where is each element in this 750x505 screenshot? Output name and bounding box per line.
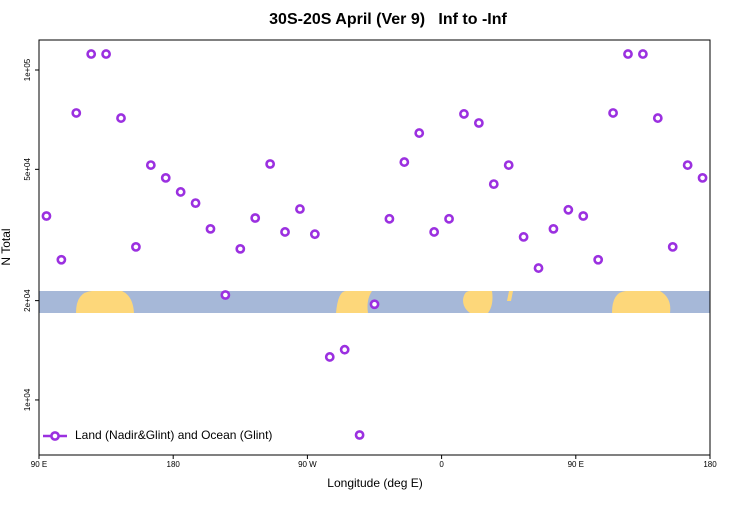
point <box>86 49 97 59</box>
point <box>623 49 633 59</box>
point <box>563 204 574 215</box>
y-tick-label: 5e+04 <box>23 158 32 181</box>
x-tick-label: 90 E <box>568 460 584 469</box>
x-tick-label: 90 E <box>31 460 47 469</box>
point <box>116 113 126 123</box>
x-tick-label: 180 <box>703 460 717 469</box>
point <box>593 254 604 265</box>
point <box>265 159 276 169</box>
plot-frame <box>38 39 711 456</box>
point <box>503 160 514 170</box>
point <box>384 213 395 224</box>
point <box>41 211 52 221</box>
point <box>71 108 82 118</box>
y-tick-label: 1e+05 <box>23 58 32 81</box>
point <box>160 172 171 183</box>
point <box>205 223 216 234</box>
point <box>399 157 410 167</box>
point <box>488 179 499 190</box>
point <box>638 49 648 59</box>
point <box>548 223 559 234</box>
point <box>56 254 67 265</box>
land <box>463 291 493 313</box>
point <box>309 229 320 240</box>
point <box>608 108 618 118</box>
y-axis-label: N Total <box>0 228 13 265</box>
point <box>473 118 484 128</box>
point <box>145 160 156 170</box>
point <box>280 227 290 237</box>
point <box>444 213 454 224</box>
land <box>507 291 513 301</box>
x-tick-label: 90 W <box>298 460 317 469</box>
x-tick-label: 180 <box>167 460 181 469</box>
point <box>250 213 261 223</box>
point <box>131 241 141 252</box>
point <box>220 290 231 300</box>
point <box>682 160 693 170</box>
point <box>339 344 350 355</box>
point <box>295 204 305 214</box>
point <box>190 198 201 209</box>
point <box>533 263 544 273</box>
x-tick-label: 0 <box>439 460 444 469</box>
land <box>76 291 134 313</box>
point <box>667 241 678 252</box>
land <box>336 291 372 313</box>
chart-title: 30S-20S April (Ver 9) Inf to -Inf <box>269 11 507 28</box>
point <box>354 430 365 440</box>
point <box>697 172 708 183</box>
legend-label: Land (Nadir&Glint) and Ocean (Glint) <box>75 428 272 442</box>
x-axis-label: Longitude (deg E) <box>327 476 422 490</box>
point <box>414 128 425 138</box>
point <box>429 227 440 237</box>
point <box>101 49 111 59</box>
point <box>369 299 380 310</box>
y-tick-label: 2e+04 <box>23 289 32 312</box>
point <box>459 109 469 119</box>
point <box>652 113 663 123</box>
point <box>518 232 529 242</box>
point <box>578 211 589 221</box>
point <box>175 187 186 197</box>
point <box>324 352 335 362</box>
legend-marker <box>50 431 60 441</box>
land <box>612 291 671 313</box>
y-tick-label: 1e+04 <box>23 388 32 411</box>
point <box>235 243 246 254</box>
